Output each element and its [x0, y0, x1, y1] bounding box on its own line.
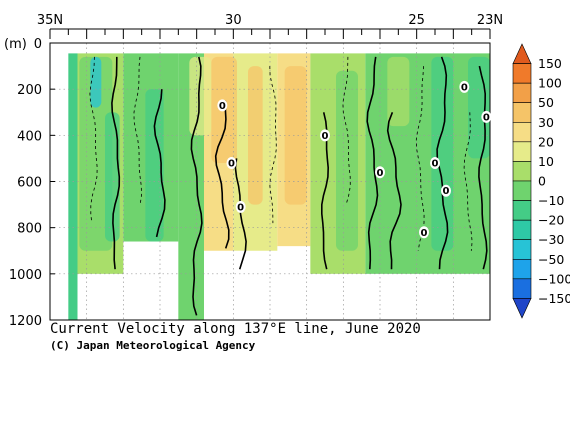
colorbar-swatch: [512, 298, 532, 319]
svg-text:0: 0: [219, 101, 226, 112]
colorbar-swatch: [512, 258, 532, 280]
svg-text:0: 0: [461, 82, 468, 93]
credit-line: (C) Japan Meteorological Agency: [50, 339, 256, 352]
colorbar-level-label: 10: [538, 154, 554, 169]
colorbar-level-label: −10: [538, 193, 564, 208]
svg-text:0: 0: [228, 159, 235, 170]
field-patch: [336, 70, 358, 251]
svg-text:0: 0: [432, 159, 439, 170]
zero-contour-label: 0: [226, 157, 237, 170]
y-tick-label: 800: [17, 222, 42, 237]
y-unit-label: (m): [4, 37, 27, 52]
x-tick-label: 35N: [37, 13, 63, 28]
colorbar-swatch: [512, 180, 532, 201]
y-tick-label: 600: [17, 176, 42, 191]
svg-text:0: 0: [377, 168, 384, 179]
field-patch: [105, 112, 120, 242]
contour-negative: [133, 56, 142, 205]
field-patch: [189, 56, 212, 136]
colorbar-swatch: [512, 121, 532, 143]
zero-contour-label: 0: [459, 80, 470, 93]
field-band: [68, 53, 78, 320]
field-patch: [468, 56, 490, 159]
colorbar-swatch: [512, 239, 532, 260]
zero-contour-label: 0: [430, 157, 440, 170]
y-tick-label: 200: [17, 83, 42, 98]
x-axis-tick-labels: 35N 30 25 23N: [37, 13, 503, 28]
contour-zero: [234, 158, 247, 270]
contour-zero: [386, 112, 402, 270]
field-patch: [431, 56, 454, 251]
plot-area: [50, 43, 490, 320]
colorbar-swatch: [512, 200, 532, 221]
zero-contour-label: 0: [217, 99, 228, 112]
contour-lines: [89, 56, 488, 316]
colorbar-level-label: 50: [538, 95, 554, 110]
axis-ticks: [49, 28, 491, 321]
colorbar-level-label: 100: [538, 76, 562, 91]
contour-negative: [269, 66, 277, 224]
y-axis-tick-labels: 0 200 400 600 800 1000 1200: [9, 37, 42, 329]
zero-contour-label: 0: [419, 226, 429, 239]
svg-text:0: 0: [237, 202, 244, 213]
colorbar-level-label: 30: [538, 115, 554, 130]
y-tick-label: 1200: [9, 314, 42, 329]
colorbar-swatch: [512, 219, 532, 241]
colorbar-level-label: 150: [538, 56, 562, 71]
chart-title: Current Velocity along 137°E line, June …: [50, 321, 421, 337]
contour-negative: [463, 112, 473, 251]
colorbar-swatch: [512, 102, 532, 123]
colorbar-swatch: [512, 141, 532, 162]
svg-text:0: 0: [443, 186, 450, 197]
contour-negative: [415, 66, 425, 251]
contour-negative: [342, 56, 351, 205]
zero-contour-label: 0: [441, 184, 451, 197]
field-patch: [90, 56, 102, 108]
contour-zero: [478, 65, 488, 270]
colorbar-swatch: [512, 43, 532, 64]
contour-zero: [366, 56, 379, 270]
contour-negative: [89, 56, 98, 224]
zero-contour-label: 0: [375, 166, 385, 179]
zero-contour-labels: 0 0 0 0 0 0 0 0 0 0: [217, 80, 492, 239]
svg-text:0: 0: [483, 112, 490, 123]
colorbar-level-label: −150: [538, 291, 570, 306]
x-tick-label: 30: [225, 13, 242, 28]
field-patch: [387, 56, 410, 127]
colorbar-swatch: [512, 278, 532, 299]
colorbar-level-label: 20: [538, 134, 554, 149]
x-tick-label: 25: [408, 13, 425, 28]
field-patch: [248, 66, 263, 205]
contour-zero: [153, 89, 166, 238]
contour-zero: [214, 100, 230, 249]
contour-zero: [111, 56, 121, 270]
colorbar-level-label: 0: [538, 174, 546, 189]
velocity-field: [68, 53, 490, 320]
y-tick-label: 0: [34, 37, 42, 52]
colorbar-swatch: [512, 63, 532, 84]
colorbar-level-label: −50: [538, 252, 564, 267]
colorbar-level-label: −30: [538, 232, 564, 247]
contour-zero: [190, 56, 203, 316]
y-tick-label: 400: [17, 129, 42, 144]
colorbar-swatch: [512, 82, 532, 104]
grid-lines: [50, 43, 490, 320]
zero-contour-label: 0: [320, 129, 330, 142]
x-tick-label: 23N: [477, 13, 503, 28]
zero-contour-label: 0: [235, 200, 246, 213]
field-patch: [284, 66, 307, 205]
zero-contour-label: 0: [481, 110, 492, 123]
colorbar-level-label: −20: [538, 213, 564, 228]
svg-text:0: 0: [322, 131, 329, 142]
svg-text:0: 0: [421, 228, 428, 239]
y-tick-label: 1000: [9, 268, 42, 283]
field-patch: [145, 89, 164, 242]
colorbar-level-label: −100: [538, 271, 570, 286]
colorbar-swatch: [512, 161, 532, 182]
